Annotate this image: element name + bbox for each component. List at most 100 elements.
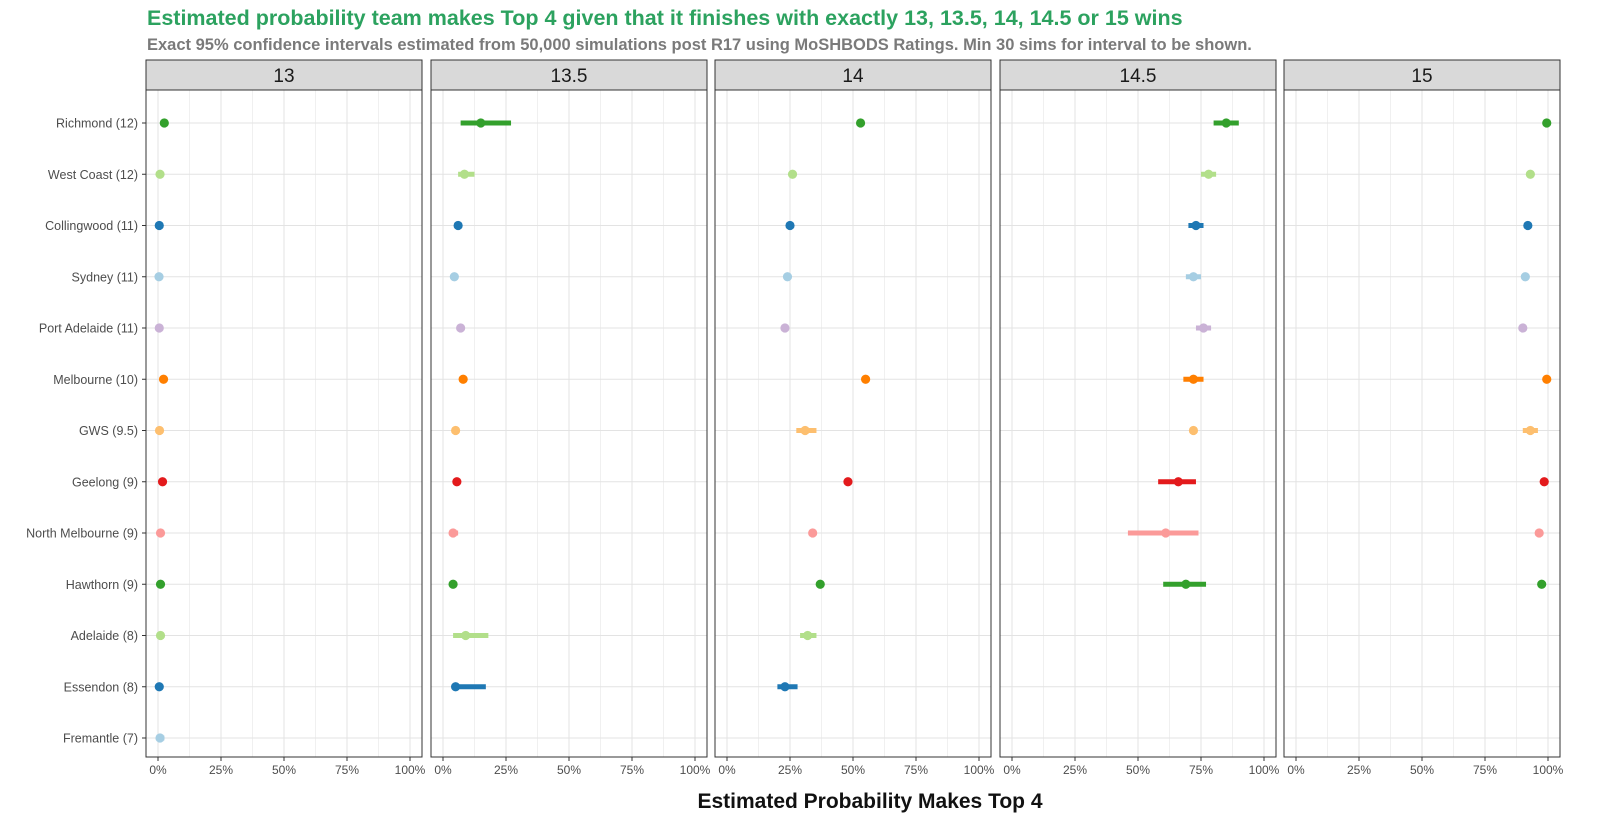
x-tick-label: 75% [335, 763, 359, 777]
estimate-point [1542, 374, 1552, 384]
team-label: Sydney (11) [72, 270, 138, 284]
x-tick-label: 100% [964, 763, 995, 777]
facet-panel-15: 15 0% 25% 50% 75% 100% [1283, 59, 1564, 777]
estimate-point [1539, 477, 1549, 487]
facet-panel-13: 13 0% 25% 50% 75% 100% [145, 59, 426, 777]
estimate-point [1191, 220, 1201, 231]
estimate-point [453, 220, 463, 231]
team-label: Collingwood (11) [45, 219, 138, 233]
x-tick-label: 0% [718, 763, 736, 777]
x-tick-label: 100% [680, 763, 711, 777]
estimate-point [459, 169, 470, 179]
facet-panel-13-5: 13.5 0% 25% 50% 75% 100% [430, 59, 711, 777]
estimate-point [1542, 118, 1552, 128]
estimate-point [451, 682, 461, 692]
x-tick-label: 25% [209, 763, 233, 777]
estimate-point [154, 425, 165, 436]
estimate-point [448, 579, 458, 589]
estimate-point [158, 374, 169, 384]
estimate-point [448, 528, 458, 538]
estimate-point [456, 323, 466, 333]
estimate-point [461, 630, 471, 641]
x-tick-label: 100% [1249, 763, 1280, 777]
x-tick-label: 0% [1003, 763, 1021, 777]
x-tick-label: 50% [557, 763, 581, 777]
estimate-point [800, 425, 810, 436]
estimate-point [155, 528, 166, 538]
estimate-point [780, 323, 790, 333]
x-tick-label: 75% [1189, 763, 1213, 777]
facet-label: 15 [1411, 66, 1432, 87]
estimate-point [1520, 272, 1530, 282]
estimate-point [803, 630, 813, 641]
team-label: West Coast (12) [48, 168, 138, 182]
team-label: Richmond (12) [56, 117, 138, 131]
estimate-point [861, 374, 871, 384]
estimate-point [1181, 579, 1191, 589]
x-tick-label: 25% [1347, 763, 1371, 777]
estimate-point [780, 682, 790, 692]
facet-strip [999, 59, 1277, 91]
estimate-point [787, 169, 798, 179]
facet-label: 13 [273, 66, 294, 87]
facet-panel-14: 14 0% 25% 50% 75% 100% [714, 59, 995, 777]
estimate-point [154, 682, 164, 692]
x-tick-label: 75% [1473, 763, 1497, 777]
x-tick-label: 75% [620, 763, 644, 777]
team-label: Melbourne (10) [53, 373, 138, 387]
estimate-point [785, 220, 795, 231]
estimate-point [1525, 169, 1535, 179]
estimate-point [1525, 425, 1535, 436]
estimate-point [154, 220, 164, 231]
estimate-point [843, 477, 853, 487]
x-tick-label: 25% [1063, 763, 1087, 777]
team-label: Hawthorn (9) [66, 578, 138, 592]
estimate-point [815, 579, 825, 589]
x-tick-label: 25% [494, 763, 518, 777]
estimate-point [451, 425, 461, 436]
estimate-point [154, 272, 164, 282]
team-label: Geelong (9) [72, 475, 138, 489]
estimate-point [155, 733, 165, 743]
team-label: North Melbourne (9) [26, 527, 138, 541]
estimate-point [1198, 323, 1209, 333]
team-label: Essendon (8) [64, 680, 138, 694]
estimate-point [1161, 528, 1171, 538]
x-tick-label: 50% [272, 763, 296, 777]
x-tick-label: 100% [1533, 763, 1564, 777]
estimate-point [1188, 374, 1199, 384]
x-tick-label: 25% [778, 763, 802, 777]
team-label: GWS (9.5) [79, 424, 138, 438]
estimate-point [1173, 477, 1183, 487]
estimate-point [808, 528, 818, 538]
estimate-point [1188, 425, 1199, 436]
estimate-point [1523, 220, 1533, 231]
facet-label: 14 [842, 66, 864, 87]
team-label: Port Adelaide (11) [39, 322, 138, 336]
chart-subtitle: Exact 95% confidence intervals estimated… [147, 36, 1252, 54]
estimate-point [157, 477, 168, 487]
estimate-point [159, 118, 169, 128]
estimate-point [1221, 118, 1231, 128]
team-label: Adelaide (8) [71, 629, 138, 643]
estimate-point [476, 118, 486, 128]
x-tick-label: 50% [1126, 763, 1150, 777]
facet-strip [714, 59, 992, 91]
facet-label: 14.5 [1120, 66, 1157, 87]
facet-strip [1283, 59, 1561, 91]
x-axis-label: Estimated Probability Makes Top 4 [697, 790, 1043, 813]
x-tick-label: 0% [434, 763, 452, 777]
estimate-point [155, 169, 165, 179]
chart-title: Estimated probability team makes Top 4 g… [147, 6, 1183, 30]
facet-label: 13.5 [551, 66, 588, 87]
estimate-point [155, 630, 166, 641]
estimate-point [1203, 169, 1214, 179]
estimate-point [1534, 528, 1544, 538]
estimate-point [1518, 323, 1528, 333]
estimate-point [452, 477, 462, 487]
facet-strip [145, 59, 423, 91]
x-tick-label: 50% [841, 763, 865, 777]
estimate-point [449, 272, 459, 282]
estimate-point [154, 323, 164, 333]
